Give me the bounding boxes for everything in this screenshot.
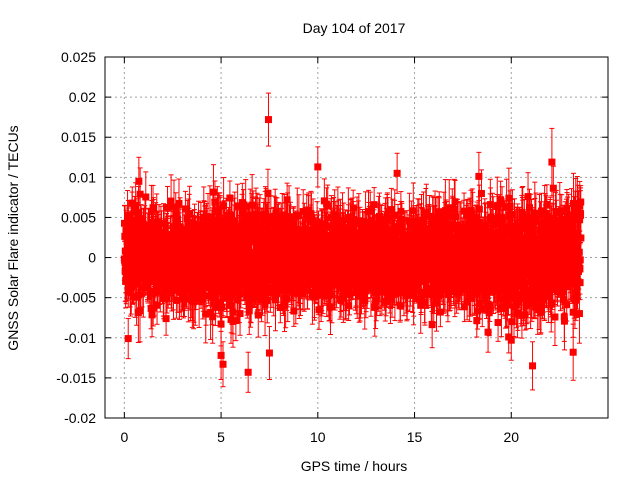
data-point bbox=[162, 315, 170, 323]
data-point bbox=[245, 307, 253, 315]
data-point bbox=[290, 220, 298, 228]
data-point bbox=[136, 307, 144, 315]
data-point bbox=[272, 277, 280, 285]
data-point bbox=[206, 213, 214, 221]
data-point bbox=[233, 296, 241, 304]
data-point bbox=[128, 199, 136, 207]
data-point bbox=[258, 296, 266, 304]
data-point bbox=[183, 215, 191, 223]
data-point bbox=[315, 223, 323, 231]
data-point bbox=[258, 289, 266, 297]
data-point bbox=[135, 209, 143, 217]
data-point bbox=[280, 211, 288, 219]
data-point bbox=[210, 294, 218, 302]
data-point bbox=[251, 232, 259, 240]
data-point bbox=[142, 193, 150, 201]
data-point bbox=[228, 282, 236, 290]
data-point bbox=[208, 246, 216, 254]
data-point bbox=[270, 227, 278, 235]
data-point bbox=[178, 238, 186, 246]
data-point bbox=[226, 194, 234, 202]
data-point bbox=[170, 203, 178, 211]
data-point bbox=[309, 247, 317, 255]
data-point bbox=[202, 241, 210, 249]
data-point bbox=[172, 296, 180, 304]
data-point bbox=[217, 320, 225, 328]
data-point bbox=[311, 288, 319, 296]
data-point bbox=[236, 310, 244, 318]
data-point bbox=[204, 219, 212, 227]
data-point bbox=[234, 202, 242, 210]
data-point bbox=[148, 311, 156, 319]
data-point bbox=[305, 206, 313, 214]
data-point bbox=[172, 272, 180, 280]
data-point bbox=[144, 282, 152, 290]
data-point bbox=[247, 225, 255, 233]
data-point bbox=[150, 224, 158, 232]
data-point bbox=[167, 197, 175, 205]
data-point bbox=[318, 289, 326, 297]
data-point bbox=[209, 188, 217, 196]
data-point bbox=[160, 220, 168, 228]
data-point bbox=[254, 311, 262, 319]
data-point bbox=[242, 202, 250, 210]
data-point bbox=[155, 219, 163, 227]
data-point bbox=[174, 284, 182, 292]
data-point bbox=[272, 296, 280, 304]
data-point bbox=[290, 307, 298, 315]
data-point bbox=[164, 203, 172, 211]
data-point bbox=[299, 290, 307, 298]
data-point bbox=[267, 217, 275, 225]
data-point bbox=[216, 217, 224, 225]
data-point bbox=[255, 211, 263, 219]
data-point bbox=[315, 306, 323, 314]
data-point bbox=[313, 227, 321, 235]
data-point bbox=[202, 292, 210, 300]
data-point bbox=[286, 226, 294, 234]
data-point bbox=[139, 284, 147, 292]
data-point bbox=[227, 211, 235, 219]
data-point bbox=[136, 190, 144, 198]
data-point bbox=[299, 208, 307, 216]
data-point bbox=[263, 297, 271, 305]
data-point bbox=[207, 308, 215, 316]
data-point bbox=[149, 304, 157, 312]
data-point bbox=[261, 301, 269, 309]
data-point bbox=[264, 189, 272, 197]
data-point bbox=[141, 221, 149, 229]
data-point bbox=[226, 220, 234, 228]
data-point bbox=[158, 229, 166, 237]
data-point bbox=[211, 198, 219, 206]
data-point bbox=[183, 234, 191, 242]
data-point bbox=[309, 217, 317, 225]
data-point bbox=[214, 208, 222, 216]
data-point bbox=[194, 229, 202, 237]
data-point bbox=[190, 286, 198, 294]
data-series bbox=[120, 92, 585, 393]
data-point bbox=[295, 211, 303, 219]
data-point bbox=[232, 317, 240, 325]
data-point bbox=[230, 287, 238, 295]
data-point bbox=[172, 222, 180, 230]
data-point bbox=[175, 199, 183, 207]
